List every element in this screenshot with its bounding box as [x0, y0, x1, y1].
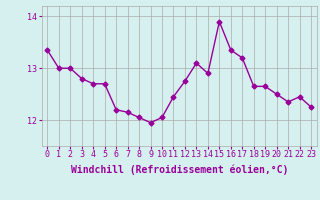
X-axis label: Windchill (Refroidissement éolien,°C): Windchill (Refroidissement éolien,°C): [70, 165, 288, 175]
